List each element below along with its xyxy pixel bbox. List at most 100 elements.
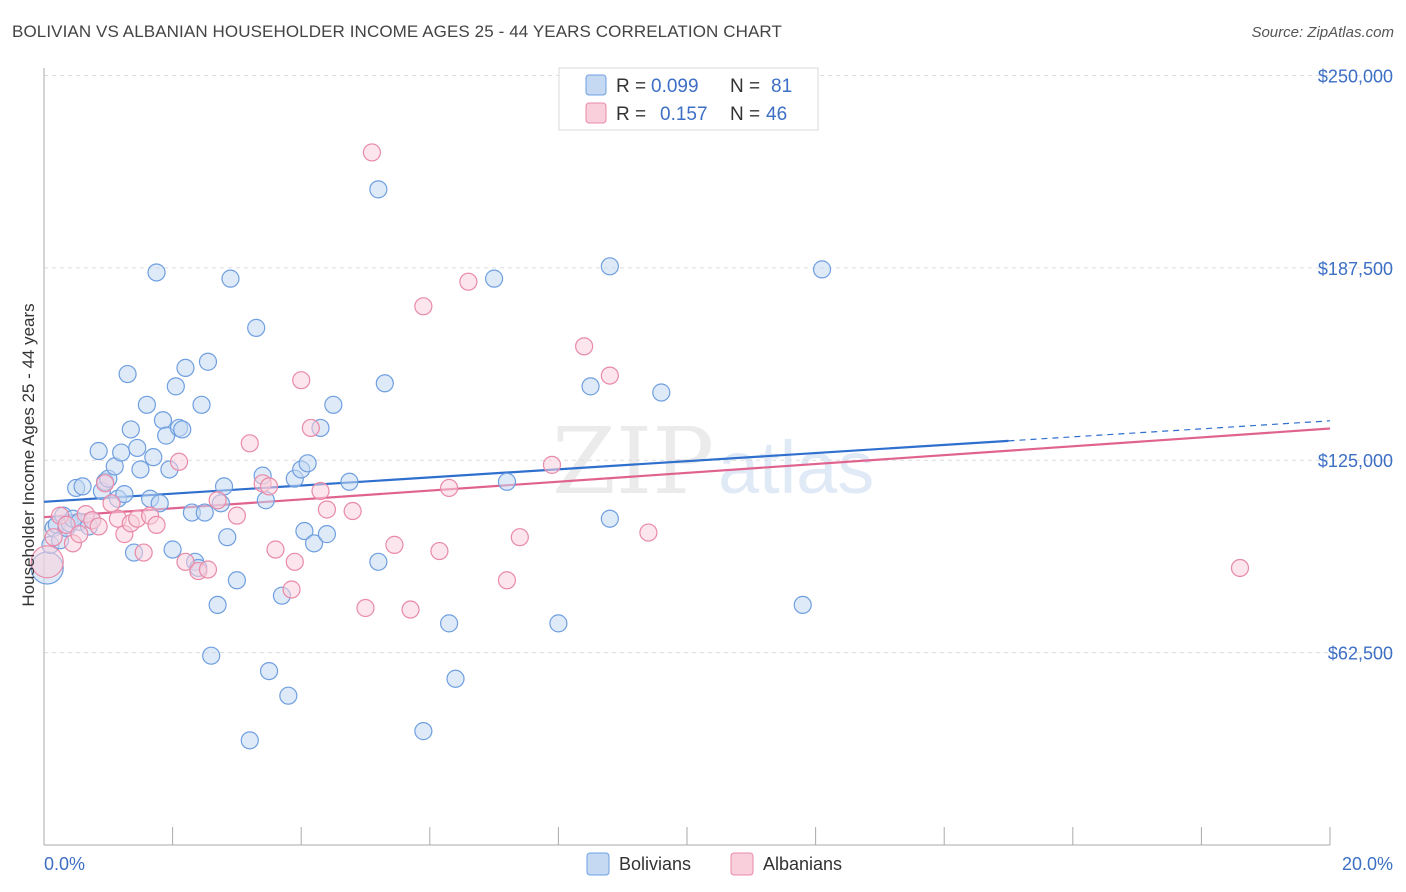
- point-albanians: [208, 491, 227, 510]
- y-tick-label: $125,000: [1318, 451, 1393, 471]
- point-albanians: [134, 543, 153, 562]
- legend-r-label-bolivians: R =: [616, 76, 646, 97]
- point-albanians: [147, 515, 166, 534]
- point-albanians: [30, 545, 64, 579]
- point-bolivians: [793, 595, 812, 615]
- grid: [44, 74, 1395, 654]
- point-albanians: [301, 418, 320, 438]
- point-bolivians: [247, 318, 266, 337]
- point-albanians: [401, 600, 420, 619]
- point-albanians: [385, 535, 404, 554]
- point-bolivians: [147, 263, 166, 282]
- legend-r-value-bolivians: 0.099: [651, 76, 699, 97]
- point-albanians: [317, 500, 337, 519]
- point-bolivians: [240, 731, 259, 750]
- source-label: Source: ZipAtlas.com: [1251, 24, 1394, 41]
- point-bolivians: [150, 494, 169, 513]
- point-bolivians: [414, 722, 433, 741]
- point-albanians: [600, 366, 619, 385]
- legend-r-value-albanians: 0.157: [660, 104, 708, 125]
- point-bolivians: [317, 525, 337, 544]
- point-albanians: [414, 297, 433, 316]
- correlation-legend: R = 0.099 N = 81 R = 0.157 N = 46: [558, 67, 819, 131]
- legend-r-label-albanians: R =: [616, 104, 646, 125]
- trend-line-bolivians-extension: [1008, 420, 1331, 442]
- point-albanians: [575, 337, 594, 356]
- point-bolivians: [304, 534, 324, 553]
- point-bolivians: [259, 661, 279, 681]
- legend-swatch-albanians-bottom: [730, 852, 754, 876]
- point-bolivians: [295, 521, 314, 541]
- point-bolivians: [581, 377, 600, 396]
- legend-swatch-bolivians: [585, 74, 607, 96]
- point-albanians: [497, 571, 517, 590]
- point-albanians: [198, 560, 218, 579]
- point-bolivians: [176, 358, 195, 377]
- series-legend: Bolivians Albanians: [586, 852, 842, 876]
- point-albanians: [44, 528, 63, 547]
- chart-title: BOLIVIAN VS ALBANIAN HOUSEHOLDER INCOME …: [12, 22, 782, 41]
- point-bolivians: [144, 448, 163, 467]
- point-albanians: [240, 434, 259, 453]
- point-bolivians: [446, 669, 465, 688]
- point-bolivians: [173, 420, 192, 439]
- point-albanians: [266, 540, 285, 559]
- point-albanians: [510, 528, 529, 547]
- point-bolivians: [375, 374, 394, 393]
- point-albanians: [459, 272, 478, 291]
- scatter-points: [30, 143, 1250, 750]
- point-albanians: [227, 506, 246, 525]
- point-albanians: [439, 478, 459, 498]
- point-albanians: [285, 552, 304, 571]
- point-albanians: [259, 477, 279, 496]
- axes: [43, 68, 1331, 846]
- y-tick-label: $187,500: [1318, 259, 1393, 279]
- point-albanians: [356, 598, 375, 618]
- point-bolivians: [600, 257, 619, 276]
- point-albanians: [57, 515, 76, 534]
- point-bolivians: [652, 383, 671, 402]
- x-tick-label: 20.0%: [1342, 854, 1393, 874]
- point-albanians: [362, 143, 382, 162]
- y-tick-label: $62,500: [1328, 644, 1393, 664]
- point-bolivians: [549, 614, 568, 633]
- point-albanians: [102, 494, 121, 513]
- point-bolivians: [192, 395, 211, 414]
- y-axis-label: Householder Income Ages 25 - 44 years: [19, 303, 38, 606]
- point-albanians: [169, 452, 189, 471]
- trend-line-bolivians: [43, 439, 1009, 503]
- watermark-atlas: atlas: [718, 426, 874, 509]
- point-bolivians: [439, 614, 459, 633]
- point-albanians: [639, 523, 658, 542]
- point-albanians: [89, 517, 108, 536]
- point-bolivians: [497, 472, 517, 491]
- point-albanians: [430, 541, 449, 561]
- point-bolivians: [128, 438, 147, 458]
- point-bolivians: [166, 377, 185, 396]
- point-bolivians: [812, 260, 832, 279]
- x-tick-label: 0.0%: [44, 854, 85, 874]
- legend-label-albanians: Albanians: [763, 854, 842, 874]
- point-bolivians: [163, 540, 182, 559]
- legend-n-value-albanians: 46: [766, 104, 787, 125]
- point-bolivians: [198, 352, 218, 371]
- tick-labels: $62,500 $125,000 $187,500 $250,000 0.0% 20.0%: [44, 66, 1393, 874]
- point-bolivians: [279, 686, 298, 705]
- point-bolivians: [600, 509, 619, 528]
- point-albanians: [542, 455, 562, 474]
- point-bolivians: [340, 472, 359, 491]
- point-bolivians: [89, 441, 108, 461]
- legend-n-label-albanians: N =: [730, 104, 760, 125]
- point-bolivians: [118, 364, 137, 384]
- point-albanians: [311, 481, 330, 501]
- point-albanians: [176, 552, 195, 571]
- point-bolivians: [227, 571, 246, 590]
- point-bolivians: [208, 595, 227, 615]
- point-bolivians: [115, 484, 134, 504]
- point-bolivians: [324, 395, 343, 414]
- point-albanians: [282, 580, 301, 599]
- legend-label-bolivians: Bolivians: [619, 854, 691, 874]
- legend-swatch-albanians: [585, 102, 607, 124]
- point-albanians: [343, 501, 362, 521]
